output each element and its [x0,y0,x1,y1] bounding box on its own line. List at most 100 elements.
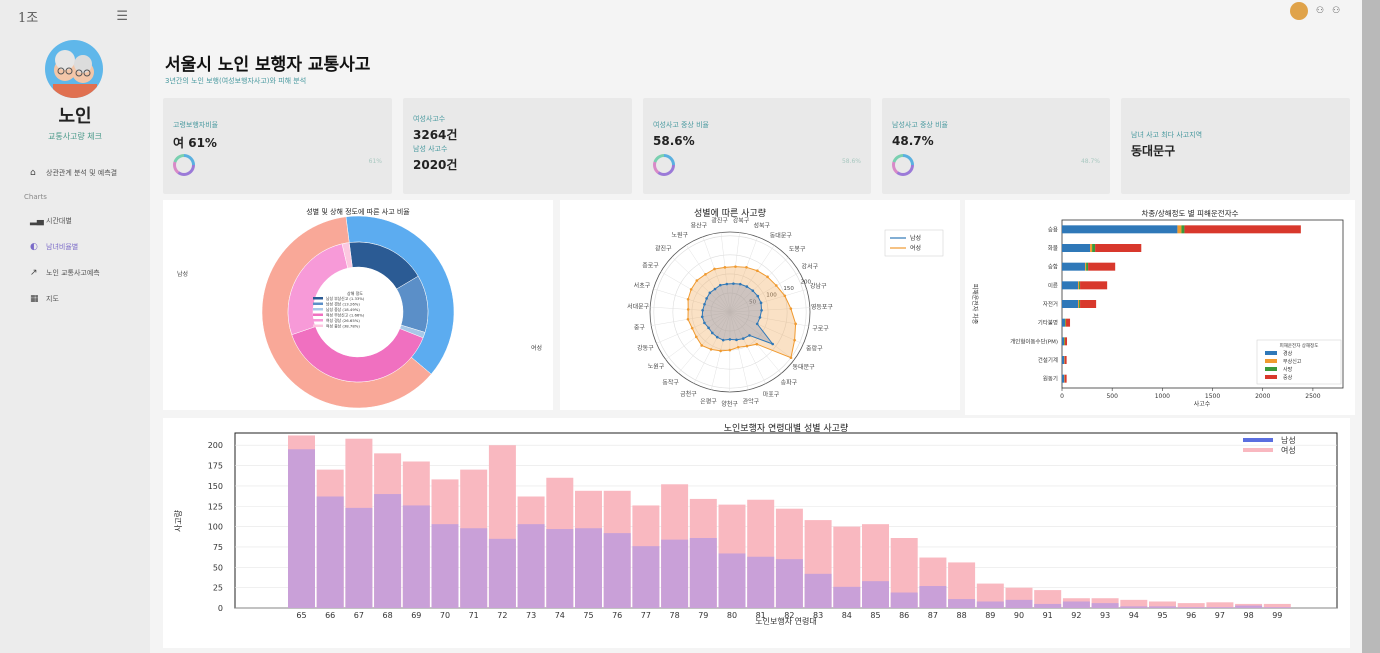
bar-female [1149,601,1176,608]
chart-title: 차종/상해정도 별 피해운전자수 [1142,208,1239,218]
x-tick-label: 79 [698,611,708,620]
page-subtitle: 3년간의 노인 보행(여성보행자사고)와 피해 분석 [165,77,307,85]
sidebar-item-time[interactable]: ▂▄ 시간대별 [0,208,150,234]
radar-point [735,338,738,342]
radar-tick-label: 200 [801,279,812,285]
card-value: 여 61% [173,136,217,150]
radar-spoke [729,307,810,313]
radar-point [756,269,759,273]
sidebar-item-prediction[interactable]: ↗ 노인 교통사고예측 [0,260,150,286]
sidebar-section-charts: Charts [24,193,47,201]
y-tick-label: 25 [213,584,223,593]
radar-axis-label: 은평구 [700,397,717,405]
x-tick-label: 1500 [1205,393,1220,400]
card-value-secondary: 2020건 [413,158,458,172]
legend-swatch [313,308,323,311]
y-tick-label: 자전거 [1043,300,1058,308]
radar-axis-label: 강동구 [637,344,654,352]
hbar-segment [1062,244,1091,252]
bar-male-overlap [948,599,976,608]
outer-label: 남성 [177,270,188,278]
card-label: 여성사고 중상 비율 [653,121,709,129]
legend-swatch [1243,438,1273,442]
hbar-segment [1086,262,1089,271]
sidebar-item-correlation[interactable]: ⌂ 상관관계 분석 및 예측결 [0,160,150,186]
y-tick-label: 원동기 [1043,375,1058,383]
bar-male-overlap [775,559,803,608]
hbar-segment [1065,337,1068,346]
hbar-segment [1062,374,1065,383]
radar-point [789,356,793,360]
bar-male-overlap [1091,603,1119,608]
radar-point [760,308,763,312]
x-tick-label: 66 [325,611,335,620]
y-tick-label: 승합 [1048,263,1058,271]
user-icon[interactable]: ⚇ [1316,6,1325,16]
x-tick-label: 75 [583,611,593,620]
radar-point [705,297,708,300]
radar-point [732,282,735,285]
radar-point [700,344,704,347]
brand-label[interactable]: 1조 [18,10,39,26]
y-tick-label: 개인형이동수단(PM) [1010,337,1058,345]
sidebar-item-map[interactable]: ▦ 지도 [0,286,150,312]
bar-male-overlap [862,581,889,608]
radar-point [725,282,729,286]
x-tick-label: 77 [641,611,651,620]
hbar-segment [1064,356,1067,364]
legend-item: 남성 부상신고 (1.33%) [326,296,365,301]
radar-spoke [729,257,789,313]
stat-card-female-severe: 여성사고 중상 비율 58.6% 58.6% [643,98,871,194]
y-tick-label: 50 [213,563,223,572]
y-tick-label: 화물 [1048,245,1058,252]
card-label: 남녀 사고 최다 사고지역 [1131,131,1203,139]
radar-point [704,273,707,276]
radar-point [793,338,796,342]
x-axis-label: 노인보행자 연령대 [755,616,816,626]
y-tick-label: 175 [208,462,223,471]
y-tick-label: 125 [208,502,223,511]
radar-axis-label: 금천구 [680,390,697,398]
x-tick-label: 99 [1272,611,1282,620]
bar-male-overlap [1149,606,1176,608]
elderly-couple-avatar [45,40,103,98]
x-tick-label: 96 [1186,611,1196,620]
user-avatar[interactable] [1290,2,1308,20]
x-tick-label: 72 [497,611,507,620]
radar-point [751,289,755,292]
radar-spoke [729,311,766,384]
radar-point [755,322,759,326]
hamburger-icon[interactable]: ☰ [116,8,128,24]
account-icon[interactable]: ⚇ [1332,6,1341,16]
legend-item: 여성 부상신고 (1.66%) [326,313,365,318]
radar-point [789,307,793,310]
radar-spoke [693,311,731,384]
age-bar-chart: 노인보행자 연령대별 성별 사고량 0 25 50 75 100 125 150 175 200 사… [173,422,1338,626]
window-edge [1362,0,1380,653]
x-tick-label: 89 [985,611,995,620]
radar-point [755,342,759,346]
legend-item: 여성 [910,244,921,252]
radar-spoke [729,311,804,345]
radar-spoke [729,232,740,313]
bar-male-overlap [546,529,574,608]
sidebar-item-label: 지도 [46,295,59,303]
x-tick-label: 86 [899,611,909,620]
bar-male-overlap [316,496,344,608]
x-tick-label: 65 [296,611,306,620]
bar-female [1120,599,1148,608]
page-title: 서울시 노인 보행자 교통사고 [165,55,371,75]
hbar-segment [1078,281,1080,290]
legend-item: 남성 중상 (18.49%) [326,307,360,312]
radar-point [745,344,749,348]
sidebar-item-gender[interactable]: ◐ 남녀비율별 [0,234,150,260]
x-tick-label: 92 [1071,611,1081,620]
card-percent: 61% [368,158,382,165]
hbar-segment [1064,337,1065,346]
bar-male-overlap [689,538,717,608]
radar-point [707,326,710,330]
bar-male-overlap [1206,607,1234,608]
hbar-segment [1065,318,1066,327]
stat-card-top-district: 남녀 사고 최다 사고지역 동대문구 [1121,98,1350,194]
bar-male-overlap [1263,607,1291,608]
